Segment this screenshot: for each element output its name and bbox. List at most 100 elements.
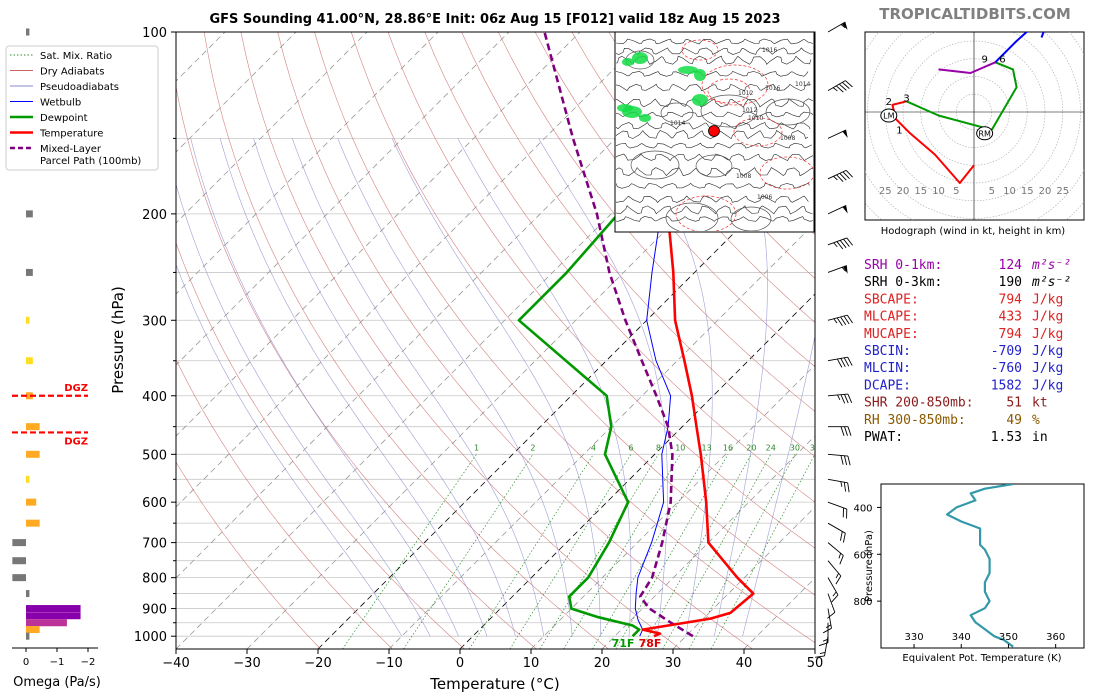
map-thickness bbox=[733, 117, 783, 147]
wind-barb bbox=[822, 608, 832, 634]
hodograph-segment bbox=[891, 100, 975, 184]
omega-tick-label: −1 bbox=[50, 657, 65, 668]
wind-barb-rot bbox=[827, 577, 839, 603]
barb-half bbox=[840, 481, 843, 487]
isotherm-line bbox=[317, 151, 815, 649]
y-tick-label: 900 bbox=[142, 603, 167, 618]
barb-pennant bbox=[842, 205, 848, 214]
barb-full bbox=[838, 83, 847, 91]
isotherm-line bbox=[459, 293, 815, 649]
theta-x-tick-label: 350 bbox=[999, 632, 1018, 643]
location-marker bbox=[708, 125, 720, 137]
isotherm-line bbox=[176, 32, 794, 649]
dgz-label: DGZ bbox=[64, 436, 88, 447]
wind-barb bbox=[827, 314, 853, 327]
barb-half bbox=[840, 24, 846, 29]
x-tick-label: 0 bbox=[456, 656, 464, 671]
wind-barb-rot bbox=[827, 356, 853, 368]
barb-staff bbox=[827, 542, 844, 556]
moist-adiabat bbox=[742, 334, 815, 637]
map-isobar-label: 1008 bbox=[736, 173, 751, 180]
moist-adiabat bbox=[292, 138, 545, 637]
y-tick-label: 200 bbox=[142, 208, 167, 223]
omega-tick-label: −2 bbox=[81, 657, 96, 668]
mixing-ratio-label: 13 bbox=[702, 443, 712, 452]
y-tick-label: 600 bbox=[142, 496, 167, 511]
theta-xlabel: Equivalent Pot. Temperature (K) bbox=[902, 653, 1061, 664]
hodograph: 25 20 15 10 5 5 10 15 20 25 1 2 3 6 9 LM RM bbox=[864, 31, 1085, 221]
barb-full bbox=[845, 80, 853, 88]
hodograph-ring-label: 5 bbox=[989, 186, 995, 197]
barb-half bbox=[841, 266, 847, 272]
map-isobar bbox=[765, 98, 811, 126]
wind-barb-rot bbox=[827, 453, 851, 466]
mixing-ratio-line bbox=[710, 454, 815, 649]
map-thickness bbox=[701, 64, 769, 106]
isotherm-line bbox=[246, 80, 815, 649]
theta-ylabel: Pressure (hPa) bbox=[864, 530, 875, 602]
map-line bbox=[616, 38, 813, 45]
barb-full bbox=[836, 317, 843, 327]
theta-line bbox=[946, 484, 1014, 648]
moist-adiabat bbox=[176, 263, 403, 637]
dry-adiabat bbox=[424, 32, 815, 503]
omega-bar bbox=[12, 574, 26, 582]
barb-half bbox=[819, 652, 826, 654]
wind-barb bbox=[827, 593, 836, 619]
series-mixed-layer-parcel-path-100mb- bbox=[543, 32, 694, 638]
x-tick-label: −10 bbox=[375, 656, 402, 671]
map-line bbox=[616, 142, 812, 149]
wind-barb bbox=[827, 129, 848, 139]
wind-barb bbox=[827, 80, 853, 93]
theta-x-tick-label: 360 bbox=[1046, 632, 1065, 643]
stat-label: MLCAPE: bbox=[864, 310, 919, 325]
hodograph-height-label: 3 bbox=[903, 93, 909, 104]
wind-barb bbox=[827, 522, 846, 543]
dry-adiabat bbox=[176, 461, 321, 649]
hodograph-ring-label: 25 bbox=[1056, 186, 1069, 197]
wind-barb-rot bbox=[827, 393, 853, 404]
stat-unit: % bbox=[1032, 413, 1040, 428]
map-isobar bbox=[730, 206, 772, 231]
wind-barb-rot bbox=[827, 478, 850, 493]
omega-bar bbox=[26, 316, 30, 324]
moist-adiabat bbox=[219, 138, 488, 637]
barb-full bbox=[843, 482, 847, 492]
barb-full bbox=[836, 358, 843, 368]
x-tick-label: −30 bbox=[233, 656, 260, 671]
theta-y-tick-label: 600 bbox=[853, 550, 872, 561]
barb-full bbox=[845, 170, 853, 178]
map-isobar-label: 1008 bbox=[780, 135, 795, 142]
wind-barb-rot bbox=[827, 560, 842, 585]
dgz-label: DGZ bbox=[64, 383, 88, 394]
wind-barbs bbox=[815, 21, 854, 658]
hodograph-ring-label: 20 bbox=[897, 186, 910, 197]
barb-staff bbox=[827, 237, 847, 246]
dry-adiabat bbox=[176, 85, 537, 649]
barb-half bbox=[832, 87, 838, 92]
isotherm-line bbox=[601, 435, 815, 649]
barb-full bbox=[842, 507, 844, 518]
omega-bar bbox=[26, 519, 40, 527]
stat-unit: J/kg bbox=[1032, 378, 1063, 393]
stat-label: PWAT: bbox=[864, 430, 903, 445]
wind-barb-rot bbox=[827, 593, 836, 619]
barb-staff bbox=[827, 80, 846, 91]
map-line bbox=[616, 47, 813, 55]
stat-label: SBCIN: bbox=[864, 344, 911, 359]
hodograph-height-label: 6 bbox=[999, 54, 1005, 65]
barb-half bbox=[833, 242, 838, 248]
barb-half bbox=[837, 394, 841, 400]
theta-x-tick-label: 330 bbox=[904, 632, 923, 643]
theta-e-plot: 330 340 350 360 400 600 800 bbox=[853, 483, 1085, 649]
map-isobar-label: 1012 bbox=[742, 107, 757, 114]
wind-barb bbox=[827, 169, 853, 182]
barb-full bbox=[839, 555, 844, 565]
stat-value: 124 bbox=[999, 258, 1023, 273]
barb-half bbox=[835, 573, 840, 579]
barb-full bbox=[840, 316, 847, 326]
moist-adiabat bbox=[538, 138, 668, 637]
legend-label-dry: Dry Adiabats bbox=[40, 67, 104, 78]
mixing-ratio-label: 16 bbox=[723, 443, 733, 452]
barb-half bbox=[832, 591, 837, 597]
